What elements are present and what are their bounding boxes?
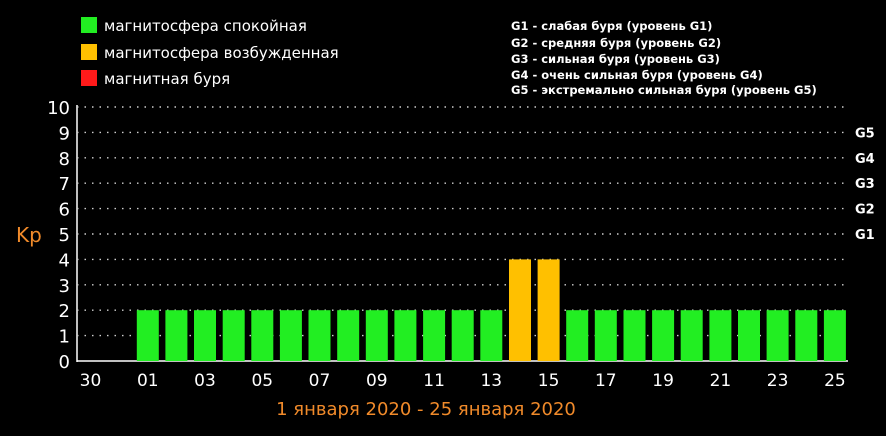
x-tick-23: 23 xyxy=(767,371,789,391)
kp-bar-13 xyxy=(480,310,503,361)
kp-bar-02 xyxy=(165,310,188,361)
y-tick-4: 4 xyxy=(59,250,70,271)
kp-bar-08 xyxy=(337,310,360,361)
kp-bar-11 xyxy=(423,310,446,361)
y-tick-1: 1 xyxy=(59,327,70,348)
y-tick-9: 9 xyxy=(59,123,70,144)
x-tick-30: 30 xyxy=(80,371,102,391)
storm-level-g4: G4 - очень сильная буря (уровень G4) xyxy=(511,68,763,82)
kp-bar-04 xyxy=(222,310,245,361)
y-tick-labels: 0 1 2 3 4 5 6 7 8 9 10 xyxy=(47,98,70,373)
storm-level-g1: G1 - слабая буря (уровень G1) xyxy=(511,19,712,33)
kp-bar-03 xyxy=(194,310,216,361)
kp-bar-01 xyxy=(136,310,159,361)
x-tick-25: 25 xyxy=(824,371,846,391)
x-tick-09: 09 xyxy=(366,371,388,391)
storm-level-g2: G2 - средняя буря (уровень G2) xyxy=(511,36,721,50)
kp-bar-09 xyxy=(365,310,388,361)
storm-level-axis-labels: G1 G2 G3 G4 G5 xyxy=(855,126,875,243)
y-tick-10: 10 xyxy=(47,98,70,119)
kp-bar-07 xyxy=(308,310,331,361)
storm-level-g5: G5 - экстремально сильная буря (уровень … xyxy=(511,83,817,97)
y-tick-3: 3 xyxy=(59,276,70,297)
kp-bars xyxy=(136,259,846,361)
kp-bar-06 xyxy=(279,310,302,361)
x-tick-19: 19 xyxy=(652,371,674,391)
kp-bar-17 xyxy=(594,310,617,361)
kp-bar-10 xyxy=(394,310,417,361)
y-axis-label: Kp xyxy=(16,223,42,247)
x-tick-13: 13 xyxy=(480,371,502,391)
x-tick-03: 03 xyxy=(194,371,216,391)
kp-bar-23 xyxy=(766,310,789,361)
kp-bar-18 xyxy=(623,310,646,361)
storm-axis-label-g1: G1 xyxy=(855,228,875,243)
storm-axis-label-g3: G3 xyxy=(855,177,875,192)
legend-label-excited: магнитосфера возбужденная xyxy=(104,44,339,62)
legend-swatch-quiet xyxy=(81,17,97,33)
kp-bar-22 xyxy=(738,310,760,361)
x-tick-11: 11 xyxy=(423,371,445,391)
y-tick-8: 8 xyxy=(59,149,70,170)
legend-swatch-storm xyxy=(81,70,97,86)
y-tick-7: 7 xyxy=(59,174,70,195)
x-tick-labels: 30 01 03 05 07 09 11 13 15 17 19 21 23 25 xyxy=(80,371,846,391)
y-tick-0: 0 xyxy=(59,352,70,373)
storm-axis-label-g4: G4 xyxy=(855,152,875,167)
legend-swatch-excited xyxy=(81,44,97,60)
x-axis-label: 1 января 2020 - 25 января 2020 xyxy=(276,399,576,420)
kp-bar-14 xyxy=(509,259,531,361)
x-tick-07: 07 xyxy=(309,371,331,391)
x-tick-01: 01 xyxy=(137,371,159,391)
kp-bar-20 xyxy=(680,310,703,361)
kp-bar-25 xyxy=(823,310,846,361)
storm-axis-label-g5: G5 xyxy=(855,126,875,141)
y-tick-2: 2 xyxy=(59,301,70,322)
storm-level-g3: G3 - сильная буря (уровень G3) xyxy=(511,52,720,66)
gridlines xyxy=(77,106,848,337)
kp-bar-16 xyxy=(566,310,589,361)
y-tick-5: 5 xyxy=(59,225,70,246)
kp-bar-24 xyxy=(795,310,818,361)
kp-bar-05 xyxy=(251,310,274,361)
storm-axis-label-g2: G2 xyxy=(855,203,875,218)
legend-label-quiet: магнитосфера спокойная xyxy=(104,17,307,35)
x-tick-17: 17 xyxy=(595,371,617,391)
kp-bar-19 xyxy=(652,310,675,361)
kp-bar-21 xyxy=(709,310,732,361)
x-tick-21: 21 xyxy=(710,371,732,391)
x-tick-15: 15 xyxy=(538,371,560,391)
kp-bar-12 xyxy=(451,310,474,361)
legend-label-storm: магнитная буря xyxy=(104,70,230,88)
status-legend: магнитосфера спокойная магнитосфера возб… xyxy=(81,17,339,88)
storm-level-legend: G1 - слабая буря (уровень G1) G2 - средн… xyxy=(511,19,817,97)
y-tick-6: 6 xyxy=(59,200,70,221)
kp-bar-15 xyxy=(537,259,560,361)
x-tick-05: 05 xyxy=(251,371,273,391)
